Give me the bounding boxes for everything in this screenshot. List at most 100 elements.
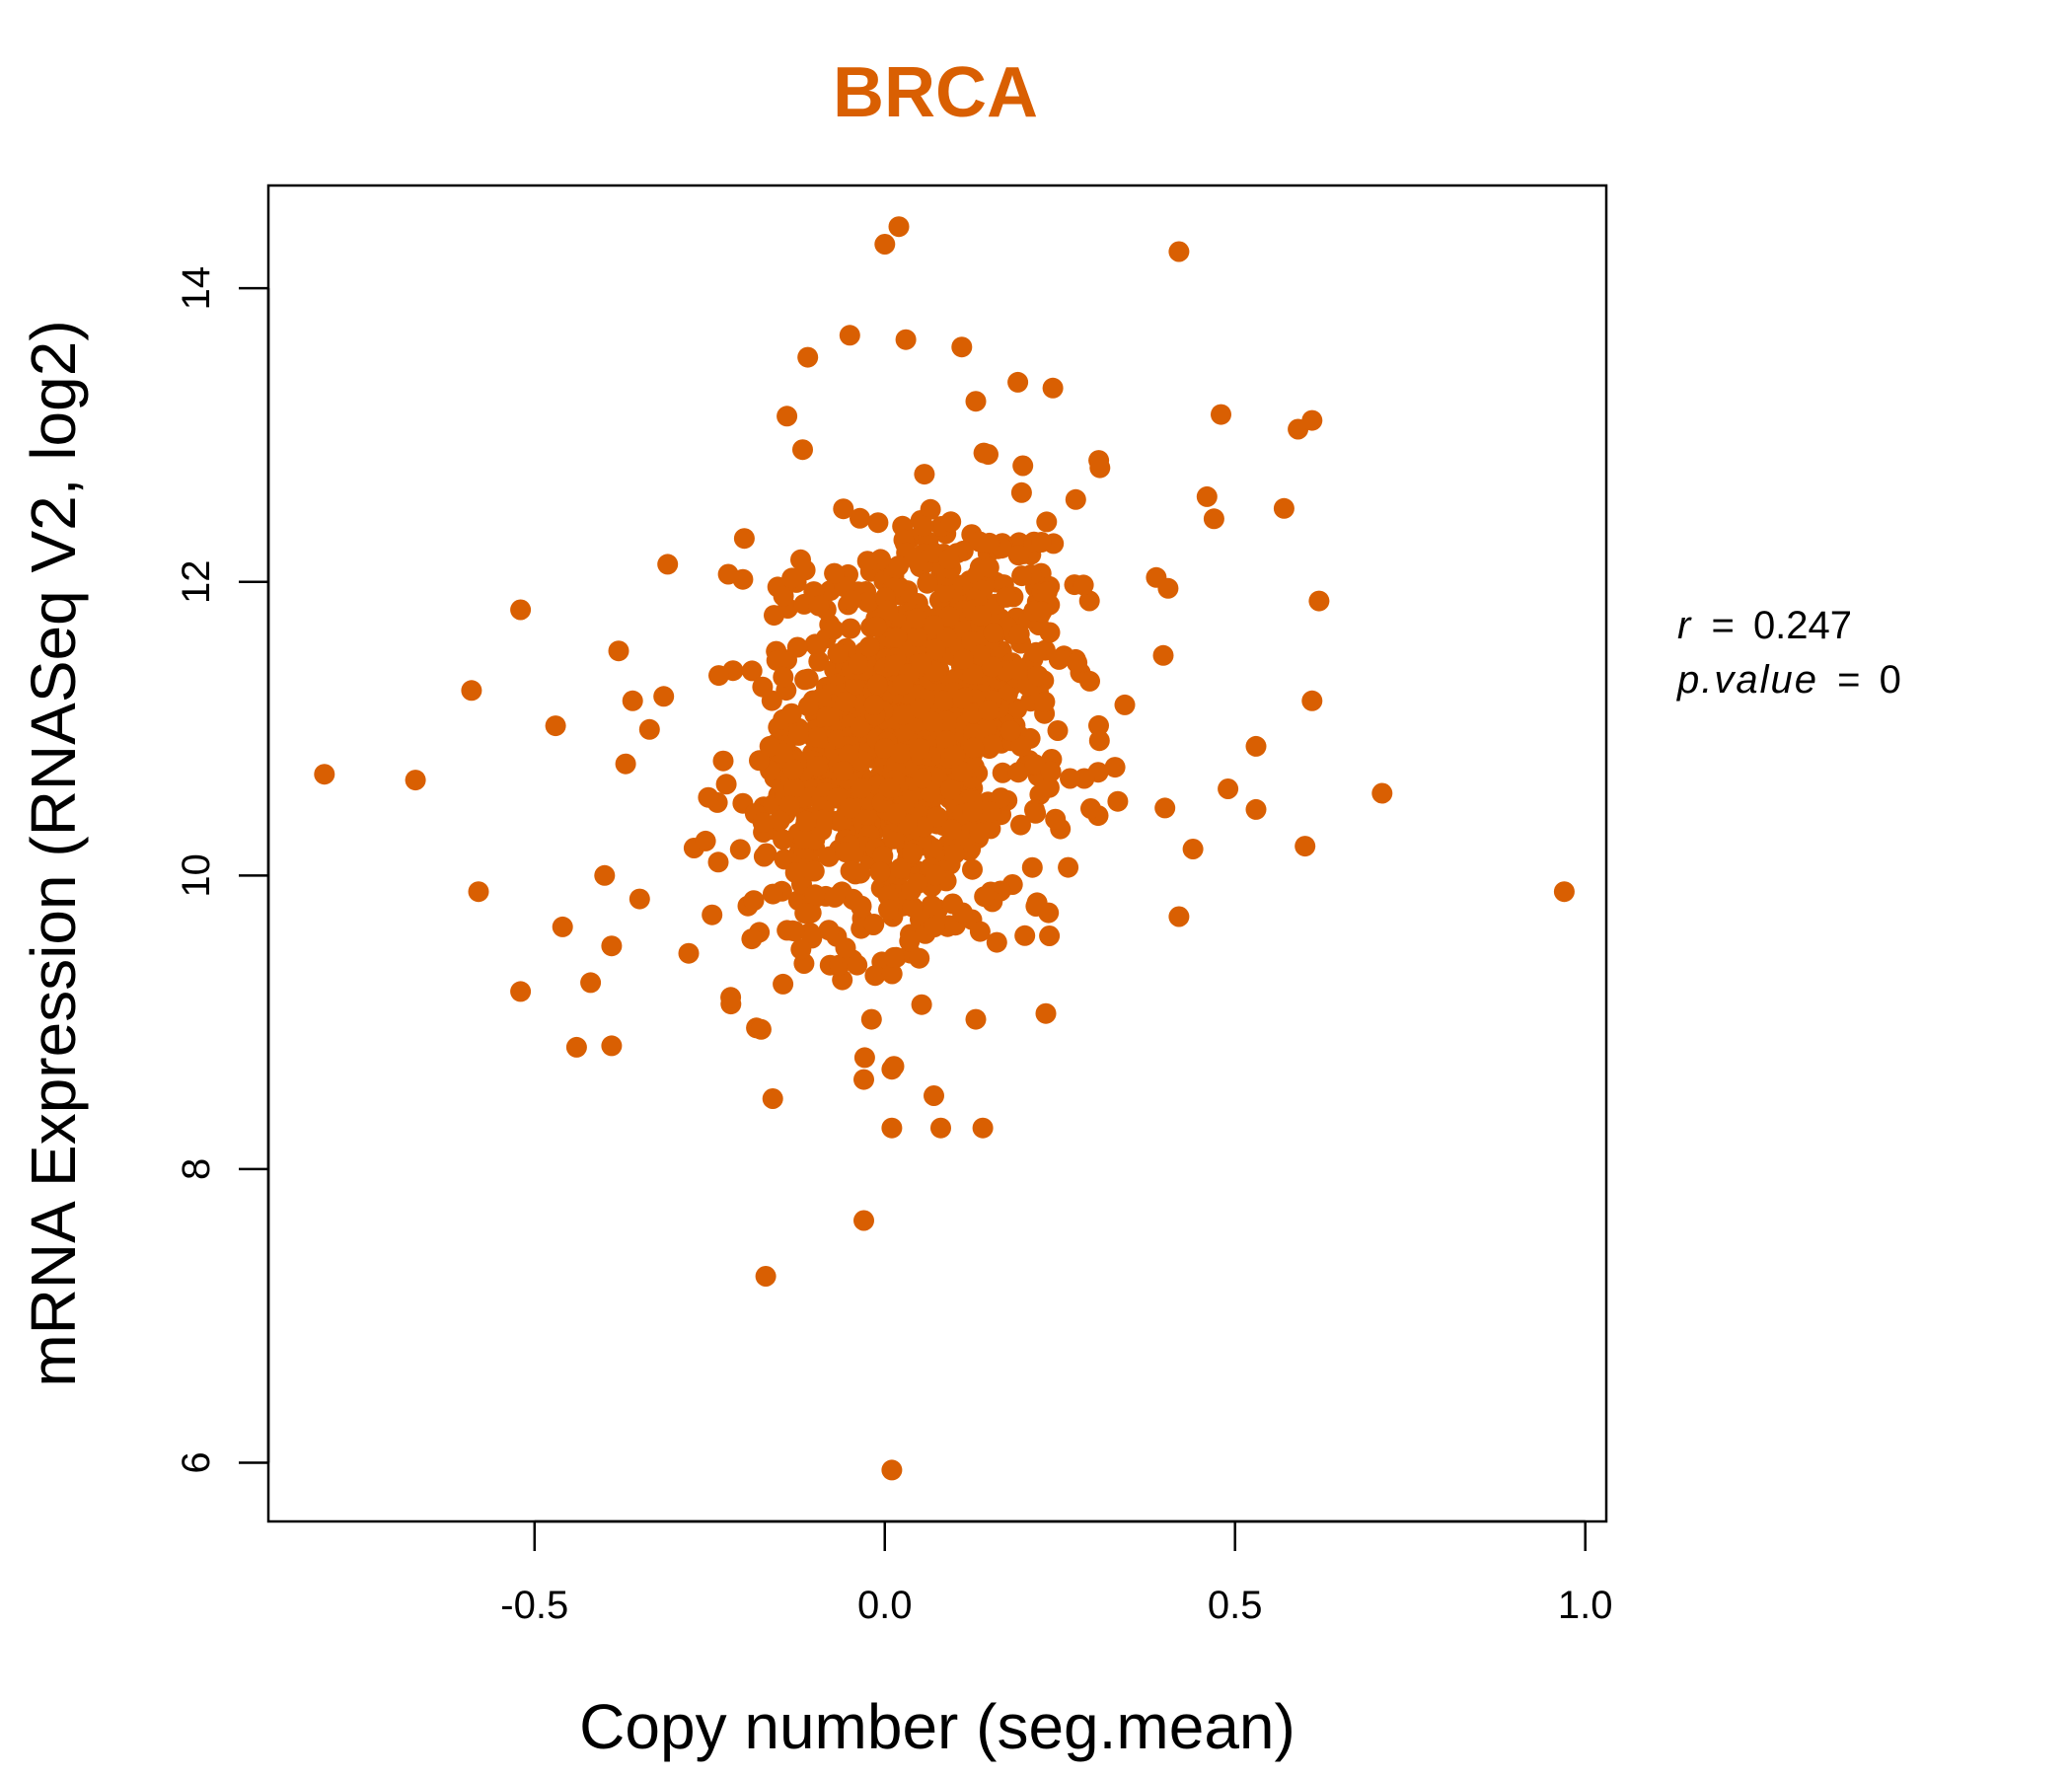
data-point xyxy=(940,778,961,800)
data-point xyxy=(784,862,806,883)
data-point xyxy=(863,914,885,934)
data-point xyxy=(895,329,917,350)
data-point xyxy=(925,638,946,660)
data-point xyxy=(1088,450,1110,472)
data-point xyxy=(978,556,999,578)
data-point xyxy=(818,920,840,941)
data-point xyxy=(907,626,928,647)
data-point xyxy=(797,696,819,717)
data-point xyxy=(741,660,763,682)
data-point xyxy=(979,532,1000,554)
data-point xyxy=(750,1018,772,1040)
data-point xyxy=(773,666,794,688)
data-point xyxy=(857,591,879,613)
data-point xyxy=(766,649,787,671)
data-point xyxy=(969,921,991,942)
data-point xyxy=(678,942,700,964)
data-point xyxy=(545,715,566,737)
data-point xyxy=(858,635,880,657)
data-point xyxy=(853,1069,874,1090)
data-point xyxy=(913,515,934,537)
data-point xyxy=(314,764,335,785)
data-point xyxy=(841,589,862,611)
data-point xyxy=(1007,371,1029,393)
data-point xyxy=(1308,590,1330,612)
data-point xyxy=(839,325,860,346)
data-point xyxy=(881,1059,903,1080)
data-point xyxy=(741,928,763,950)
data-point xyxy=(942,893,964,915)
data-point xyxy=(944,844,966,864)
chart-title: BRCA xyxy=(833,53,1038,132)
data-point xyxy=(914,464,935,485)
data-point xyxy=(1007,545,1029,566)
data-point xyxy=(853,1047,875,1069)
data-point xyxy=(816,706,838,728)
data-point xyxy=(806,726,828,748)
data-point xyxy=(1152,644,1174,666)
data-point xyxy=(951,336,973,358)
x-tick-label: -0.5 xyxy=(500,1584,568,1627)
data-point xyxy=(1168,241,1190,262)
data-point xyxy=(909,738,930,760)
data-point xyxy=(1047,720,1069,741)
data-point xyxy=(1088,714,1109,736)
data-point xyxy=(1211,404,1231,425)
data-point xyxy=(1245,735,1267,757)
data-point xyxy=(1038,902,1060,924)
data-point xyxy=(874,234,896,255)
data-point xyxy=(974,886,996,908)
data-point xyxy=(962,663,984,685)
data-point xyxy=(983,623,1004,643)
data-point xyxy=(806,635,828,657)
data-point xyxy=(938,549,960,570)
data-point xyxy=(883,828,905,850)
data-point xyxy=(912,768,933,789)
data-point xyxy=(888,555,910,577)
data-point xyxy=(811,809,833,831)
data-point xyxy=(973,442,995,464)
data-point xyxy=(1088,730,1110,752)
data-point xyxy=(847,954,868,976)
data-point xyxy=(906,608,927,629)
data-point xyxy=(930,1117,951,1139)
data-point xyxy=(1031,601,1053,623)
data-point xyxy=(638,718,660,740)
data-point xyxy=(1073,574,1094,596)
x-axis: -0.5 0.0 0.5 1.0 xyxy=(500,1519,1613,1627)
data-point xyxy=(856,804,878,826)
data-point xyxy=(823,619,845,640)
data-point xyxy=(733,528,755,550)
data-point xyxy=(773,973,794,995)
data-point xyxy=(885,627,907,648)
data-point xyxy=(749,750,770,772)
data-point xyxy=(764,605,784,627)
data-point xyxy=(833,760,854,781)
data-point xyxy=(1031,532,1052,553)
data-point xyxy=(913,816,934,838)
data-point xyxy=(1295,836,1316,857)
data-point xyxy=(698,786,719,808)
y-axis-label: mRNA Expression (RNASeq V2, log2) xyxy=(18,320,89,1386)
data-point xyxy=(405,770,426,791)
data-point xyxy=(877,599,899,621)
y-tick-label: 8 xyxy=(175,1158,218,1180)
data-point xyxy=(799,922,821,943)
data-point xyxy=(986,931,1007,953)
data-point xyxy=(794,669,816,691)
data-point xyxy=(922,710,943,732)
data-point xyxy=(1073,768,1095,789)
data-point xyxy=(629,888,650,910)
data-point xyxy=(864,965,886,987)
data-point xyxy=(1007,762,1029,783)
data-point xyxy=(842,888,863,910)
data-point xyxy=(888,216,910,238)
data-point xyxy=(970,605,992,627)
data-point xyxy=(924,615,944,636)
data-point xyxy=(851,777,872,799)
data-point xyxy=(902,843,924,864)
data-point xyxy=(879,777,901,799)
data-point xyxy=(866,674,888,696)
data-point xyxy=(1301,690,1323,711)
data-point xyxy=(786,636,808,658)
